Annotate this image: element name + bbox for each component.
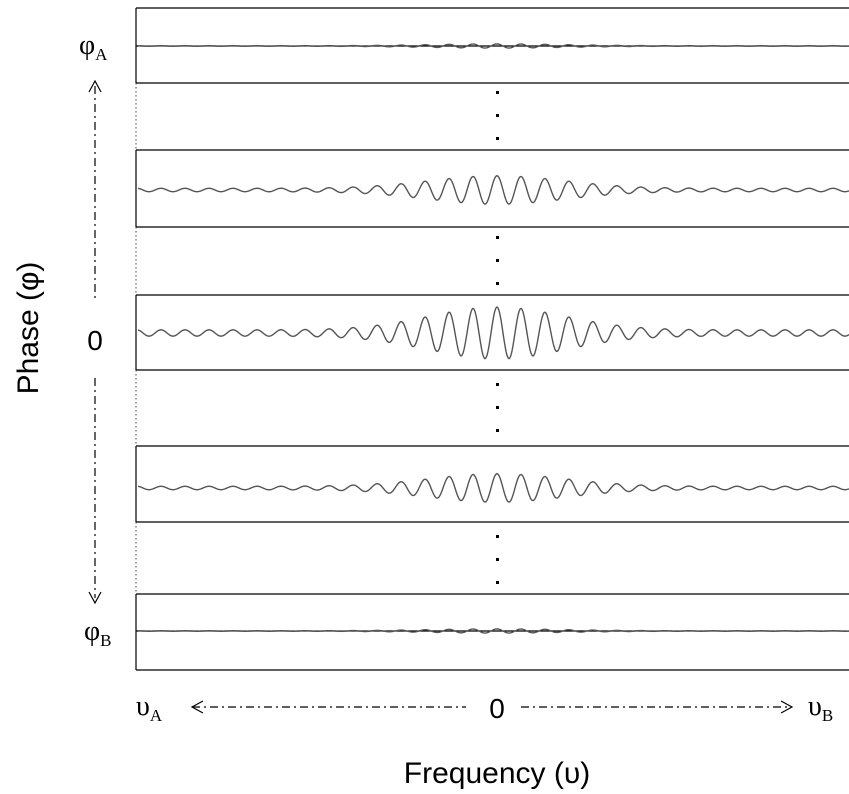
strip-boundaries <box>136 82 849 595</box>
ellipsis-dot <box>496 558 499 561</box>
wave-phi-a <box>137 43 849 49</box>
phase-zero-label: 0 <box>87 325 103 356</box>
diagram-frame <box>135 7 849 671</box>
phase-axis-arrows <box>88 79 102 605</box>
wave-zero-phase <box>137 306 849 360</box>
wave-traces <box>137 43 849 634</box>
phi-b-label: φB <box>84 616 112 650</box>
arrowhead-down-icon <box>88 591 102 605</box>
frequency-zero-label: 0 <box>489 693 505 724</box>
ellipsis-dot <box>496 282 499 285</box>
y-axis-title: Phase (φ) <box>12 262 45 395</box>
ellipsis-dot <box>496 236 499 239</box>
upsilon-a-label: υA <box>136 691 163 725</box>
ellipsis-dots <box>496 91 499 584</box>
upsilon-b-label: υB <box>808 691 833 725</box>
ellipsis-dot <box>496 581 499 584</box>
strip-baselines <box>136 45 849 632</box>
wave-intermediate-lower <box>137 472 849 503</box>
ellipsis-dot <box>496 137 499 140</box>
ellipsis-dot <box>496 91 499 94</box>
wave-phi-b <box>137 628 849 634</box>
arrowhead-up-icon <box>88 79 102 93</box>
ellipsis-dot <box>496 259 499 262</box>
ellipsis-dot <box>496 383 499 386</box>
wave-intermediate-upper <box>137 174 849 205</box>
ellipsis-dot <box>496 114 499 117</box>
arrowhead-right-icon <box>780 700 794 714</box>
ellipsis-dot <box>496 406 499 409</box>
arrowhead-left-icon <box>190 700 204 714</box>
phi-a-label: φA <box>79 30 108 64</box>
ellipsis-dot <box>496 535 499 538</box>
ellipsis-dot <box>496 429 499 432</box>
frequency-axis-arrows <box>190 700 794 714</box>
x-axis-title: Frequency (υ) <box>404 757 590 790</box>
